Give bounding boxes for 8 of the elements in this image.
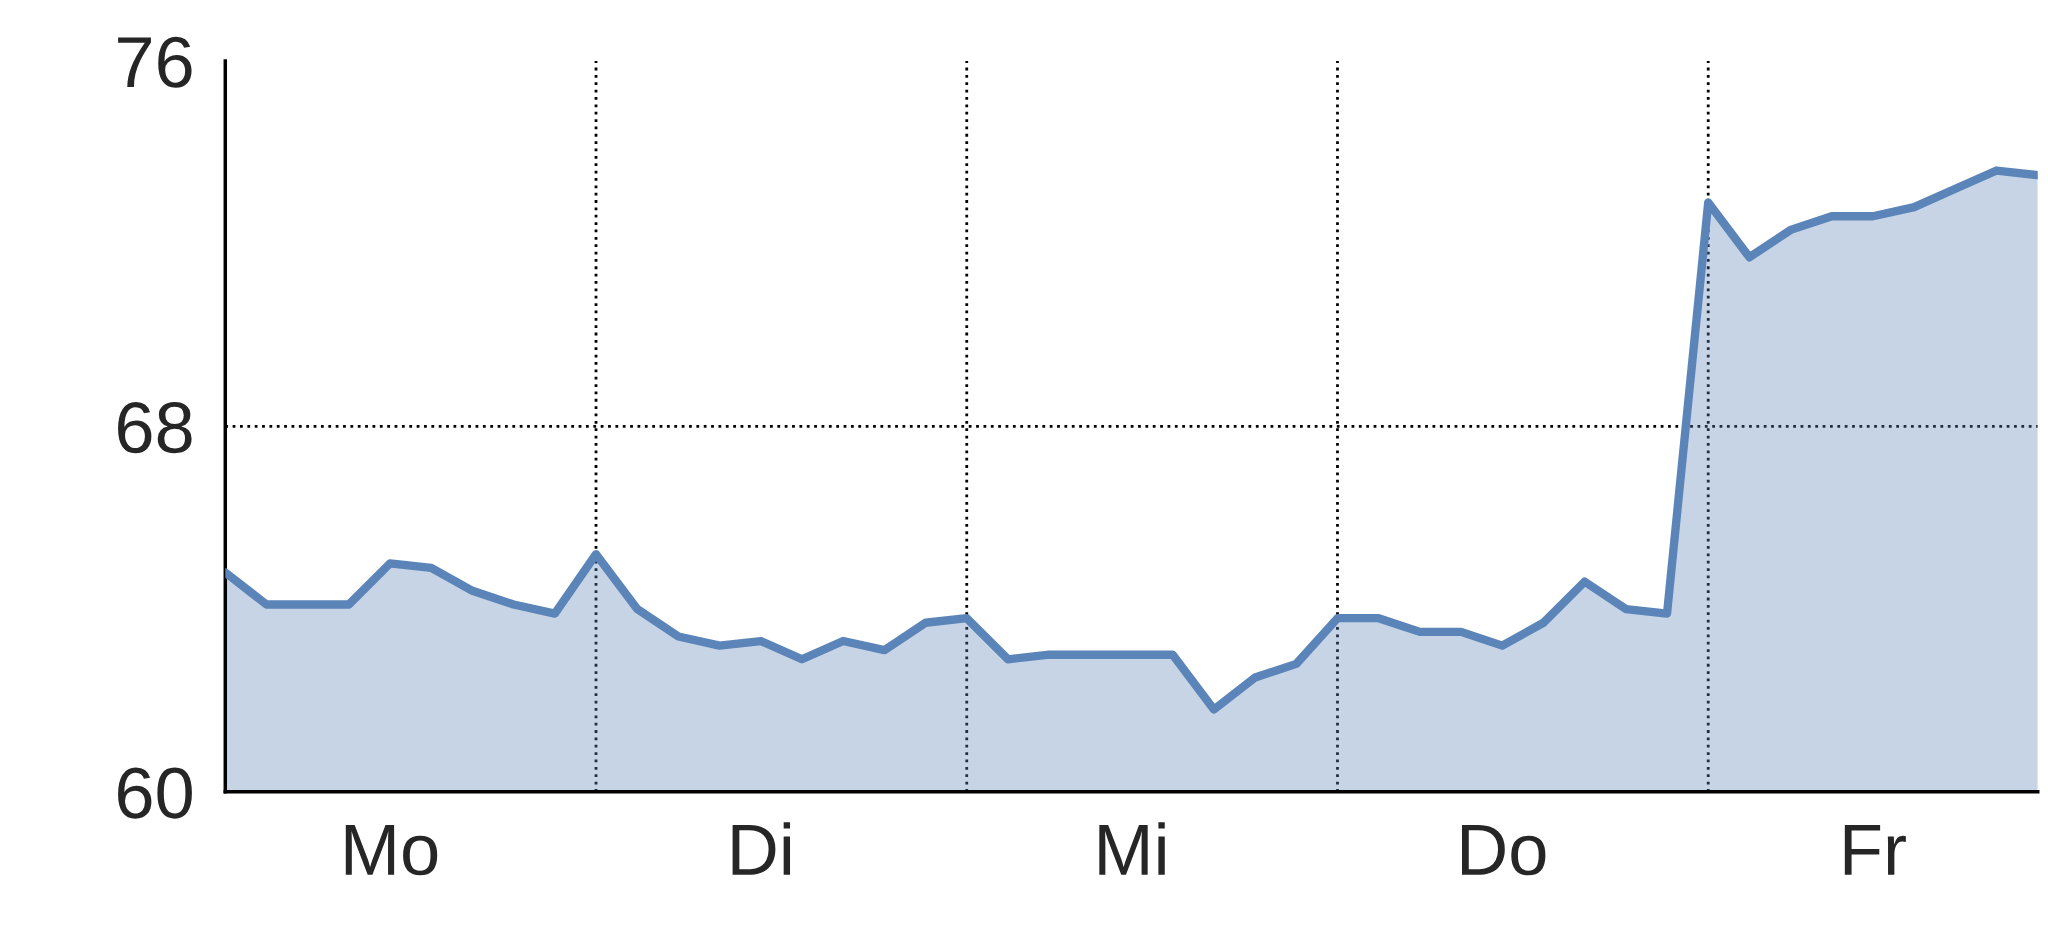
x-tick-label: Mi xyxy=(1099,822,1165,875)
y-tick-label: 76 xyxy=(118,36,192,88)
x-tick-label: Fr xyxy=(1844,824,1906,875)
x-tick-label: Di xyxy=(732,822,791,875)
y-tick-label: 68 xyxy=(118,402,192,454)
y-tick-label: 60 xyxy=(118,767,192,819)
x-tick-label: Do xyxy=(1462,824,1546,876)
x-tick-label: Mo xyxy=(345,824,438,876)
